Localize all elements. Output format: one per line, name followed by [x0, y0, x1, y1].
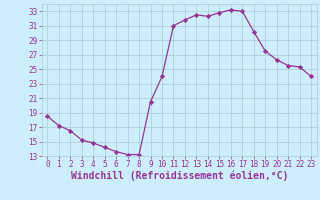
X-axis label: Windchill (Refroidissement éolien,°C): Windchill (Refroidissement éolien,°C): [70, 171, 288, 181]
